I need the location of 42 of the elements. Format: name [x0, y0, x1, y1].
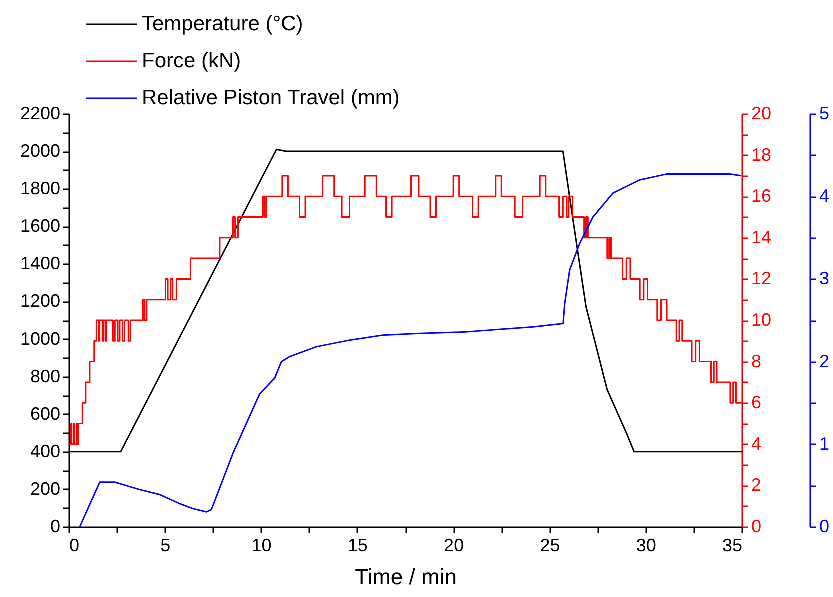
y-tick-label: 1000: [20, 328, 60, 349]
y-tick-label: 1800: [20, 178, 60, 199]
y3-tick-label: 1: [820, 434, 830, 454]
y-tick-label: 1200: [20, 291, 60, 312]
y-tick-label: 2000: [20, 141, 60, 162]
y2-tick-label: 2: [752, 475, 762, 496]
y-tick-label: 0: [50, 516, 60, 536]
y2-tick-label: 16: [752, 186, 772, 206]
x-tick-label: 10: [252, 536, 272, 556]
x-tick-label: 25: [540, 536, 560, 556]
y3-tick-label: 2: [820, 351, 830, 372]
y2-tick-label: 18: [752, 144, 772, 165]
line-series: [79, 174, 742, 527]
y3-tick-label: 4: [820, 186, 830, 206]
legend-label: Relative Piston Travel (mm): [142, 86, 400, 110]
y3-tick-label: 5: [820, 104, 830, 124]
y-tick-label: 2200: [20, 104, 60, 124]
y-tick-label: 1400: [20, 254, 60, 274]
x-axis-title: Time / min: [355, 564, 457, 590]
y2-tick-label: 0: [752, 516, 762, 536]
y2-tick-label: 20: [752, 104, 772, 124]
x-tick-label: 0: [70, 536, 80, 556]
y2-tick-label: 12: [752, 268, 772, 289]
legend-label: Force (kN): [142, 50, 242, 72]
y3-tick-label: 3: [820, 268, 830, 289]
y2-tick-label: 14: [752, 227, 772, 248]
y3-tick-label: 0: [820, 516, 830, 536]
y-tick-label: 200: [30, 478, 60, 499]
y2-tick-label: 6: [752, 392, 762, 413]
y-tick-label: 1600: [20, 216, 60, 236]
y2-tick-label: 10: [752, 310, 772, 330]
x-tick-label: 20: [444, 536, 464, 556]
y-tick-label: 800: [30, 366, 60, 386]
x-tick-label: 15: [348, 536, 368, 556]
y2-tick-label: 4: [752, 434, 762, 454]
y2-tick-label: 8: [752, 351, 762, 372]
legend-label: Temperature (°C): [142, 12, 304, 36]
y-tick-label: 600: [30, 404, 60, 424]
x-tick-label: 30: [636, 536, 656, 556]
x-tick-label: 35: [722, 536, 742, 556]
y-tick-label: 400: [30, 441, 60, 462]
x-tick-label: 5: [160, 536, 171, 556]
